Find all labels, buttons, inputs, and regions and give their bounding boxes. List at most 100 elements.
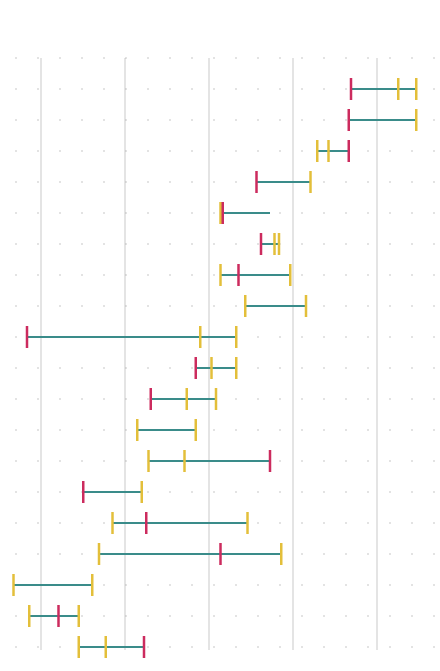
grid-dot xyxy=(389,336,391,338)
grid-dot xyxy=(125,584,127,586)
grid-dot xyxy=(389,491,391,493)
grid-dot xyxy=(367,274,369,276)
grid-dot xyxy=(345,491,347,493)
grid-dot xyxy=(279,88,281,90)
grid-dot xyxy=(37,522,39,524)
grid-dot xyxy=(389,615,391,617)
grid-dot xyxy=(345,367,347,369)
grid-dot xyxy=(367,181,369,183)
grid-dot xyxy=(389,553,391,555)
grid-dot xyxy=(213,491,215,493)
grid-dot xyxy=(389,181,391,183)
grid-dot xyxy=(323,367,325,369)
grid-dot xyxy=(81,243,83,245)
grid-dot xyxy=(213,212,215,214)
grid-dot xyxy=(37,367,39,369)
grid-dot xyxy=(169,212,171,214)
grid-dot xyxy=(125,305,127,307)
grid-dot xyxy=(235,398,237,400)
grid-dot xyxy=(323,553,325,555)
grid-dot xyxy=(433,305,435,307)
grid-dot xyxy=(389,367,391,369)
grid-dot xyxy=(37,553,39,555)
grid-dot xyxy=(125,181,127,183)
grid-dot xyxy=(147,615,149,617)
range-row xyxy=(255,171,312,193)
grid-dot xyxy=(213,305,215,307)
grid-dot xyxy=(301,88,303,90)
grid-dot xyxy=(433,243,435,245)
grid-dot xyxy=(59,429,61,431)
grid-dot xyxy=(389,305,391,307)
grid-dot xyxy=(411,615,413,617)
grid-dot xyxy=(301,367,303,369)
grid-dot xyxy=(411,305,413,307)
grid-dot xyxy=(81,553,83,555)
range-row xyxy=(194,357,238,379)
grid-dot xyxy=(169,181,171,183)
grid-dot xyxy=(323,305,325,307)
grid-dot xyxy=(103,584,105,586)
grid-dot xyxy=(345,119,347,121)
grid-dot xyxy=(323,646,325,648)
grid-dot xyxy=(279,584,281,586)
grid-dot xyxy=(323,119,325,121)
grid-dot xyxy=(279,522,281,524)
grid-dot xyxy=(37,491,39,493)
grid-dot xyxy=(81,367,83,369)
grid-dot xyxy=(257,491,259,493)
grid-dot xyxy=(37,429,39,431)
grid-dot xyxy=(15,553,17,555)
grid-dot xyxy=(125,212,127,214)
grid-dot xyxy=(81,181,83,183)
grid-dot xyxy=(59,243,61,245)
grid-dot xyxy=(433,398,435,400)
grid-dot xyxy=(15,212,17,214)
grid-dot xyxy=(389,274,391,276)
grid-dot xyxy=(367,646,369,648)
grid-dot xyxy=(191,181,193,183)
grid-dot xyxy=(191,88,193,90)
grid-dot xyxy=(59,119,61,121)
grid-dot xyxy=(279,119,281,121)
grid-dot xyxy=(389,57,391,59)
grid-dot xyxy=(323,88,325,90)
grid-dot xyxy=(213,181,215,183)
grid-dot xyxy=(433,181,435,183)
grid-dot xyxy=(389,584,391,586)
grid-dot xyxy=(169,646,171,648)
grid-dot xyxy=(125,150,127,152)
grid-dot xyxy=(433,460,435,462)
grid-dot xyxy=(147,646,149,648)
grid-dot xyxy=(279,460,281,462)
grid-dot xyxy=(15,367,17,369)
grid-dot xyxy=(323,429,325,431)
grid-dot xyxy=(125,460,127,462)
grid-dot xyxy=(147,274,149,276)
grid-dot xyxy=(37,398,39,400)
grid-dot xyxy=(301,615,303,617)
range-row xyxy=(12,574,94,596)
grid-dot xyxy=(235,57,237,59)
grid-dot xyxy=(323,491,325,493)
grid-dot xyxy=(213,584,215,586)
grid-dot xyxy=(411,460,413,462)
grid-dot xyxy=(147,491,149,493)
grid-dot xyxy=(15,491,17,493)
grid-dot xyxy=(213,274,215,276)
grid-dot xyxy=(433,150,435,152)
grid-dot xyxy=(59,181,61,183)
grid-dot xyxy=(15,57,17,59)
grid-dot xyxy=(367,429,369,431)
range-rows xyxy=(12,78,418,658)
grid-dot xyxy=(301,429,303,431)
grid-dot xyxy=(103,429,105,431)
grid-dot xyxy=(389,212,391,214)
grid-dot xyxy=(367,584,369,586)
grid-dot xyxy=(235,305,237,307)
grid-dot xyxy=(367,57,369,59)
grid-dot xyxy=(301,274,303,276)
grid-dot xyxy=(257,522,259,524)
grid-dot xyxy=(301,150,303,152)
grid-dot xyxy=(81,119,83,121)
